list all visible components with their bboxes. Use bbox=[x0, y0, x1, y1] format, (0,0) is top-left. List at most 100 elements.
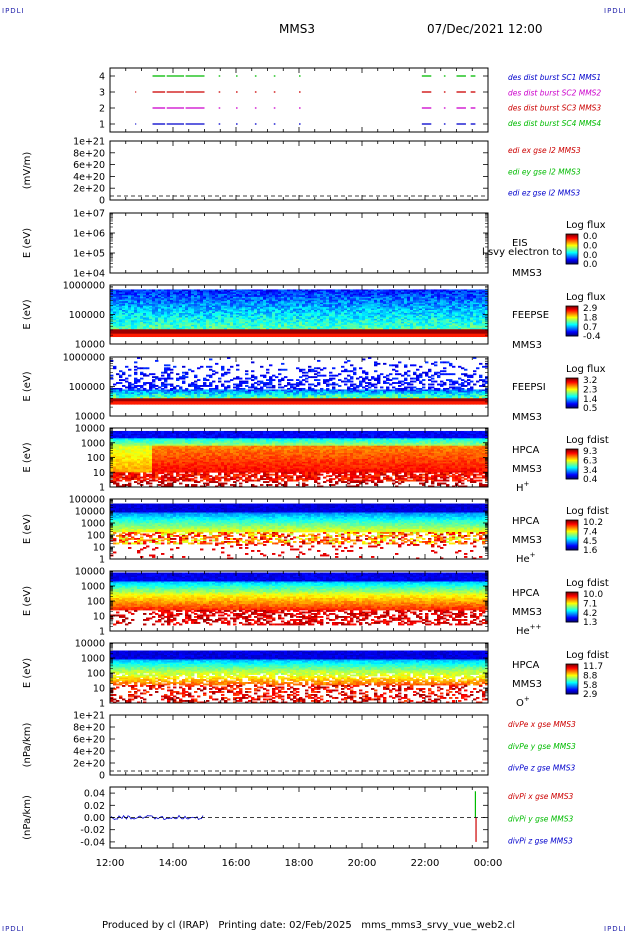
spectrogram-cell bbox=[110, 375, 113, 377]
spectrogram-cell bbox=[110, 403, 113, 405]
spectrogram-cell bbox=[254, 335, 257, 337]
spectrogram-cell bbox=[113, 403, 116, 405]
legend-entry: des dist burst SC4 MMS4 bbox=[508, 119, 601, 128]
spectrogram-cell bbox=[344, 335, 347, 337]
spectrogram-cell bbox=[425, 335, 428, 337]
spectrogram-cell bbox=[437, 335, 440, 337]
spectrogram-cell bbox=[452, 335, 455, 337]
spectrogram-cell bbox=[143, 384, 146, 386]
spectrogram-cell bbox=[197, 379, 200, 381]
spectrogram-cell bbox=[338, 335, 341, 337]
spectrogram-cell bbox=[458, 335, 461, 337]
spectrogram-cell bbox=[134, 387, 137, 389]
spectrogram-cell bbox=[374, 335, 377, 337]
spectrogram-cell bbox=[170, 369, 173, 371]
y-tick-label: 6e+20 bbox=[73, 160, 105, 171]
y-tick-label: 4e+20 bbox=[73, 172, 105, 183]
spectrogram-cell bbox=[161, 335, 164, 337]
spectrogram-cell bbox=[182, 378, 185, 380]
spectrogram-cell bbox=[149, 403, 152, 405]
spectrogram-cell bbox=[284, 335, 287, 337]
spectrogram-cell bbox=[182, 366, 185, 368]
spectrogram-cell bbox=[197, 403, 200, 405]
spectrogram-cell bbox=[296, 335, 299, 337]
spectrogram-cell bbox=[167, 403, 170, 405]
spectrogram-cell bbox=[236, 335, 239, 337]
spectrogram-cell bbox=[170, 372, 173, 374]
spectrogram-cell bbox=[179, 403, 182, 405]
spectrogram-cell bbox=[125, 387, 128, 389]
colorbar-tick-label: -0.4 bbox=[583, 332, 601, 342]
spectrogram-cell bbox=[248, 335, 251, 337]
y-tick-label: 3 bbox=[99, 88, 105, 99]
spectrogram-cell bbox=[164, 403, 167, 405]
spectrogram-cell bbox=[158, 335, 161, 337]
spectrogram-cell bbox=[161, 372, 164, 374]
spectrogram-cell bbox=[176, 335, 179, 337]
spectrogram-cell bbox=[266, 335, 269, 337]
spectrogram-cell bbox=[110, 378, 113, 380]
spectrogram-cell bbox=[356, 335, 359, 337]
spectrogram-cell bbox=[125, 378, 128, 380]
spectrogram-cell bbox=[134, 335, 137, 337]
spectrogram-cell bbox=[182, 335, 185, 337]
colorbar bbox=[566, 234, 578, 264]
spectrogram-cell bbox=[125, 403, 128, 405]
spectrogram-cell bbox=[431, 335, 434, 337]
spectrogram-feepse bbox=[110, 289, 488, 337]
spectrogram-cell bbox=[224, 335, 227, 337]
spectrogram-cell bbox=[200, 385, 203, 387]
spectrogram-cell bbox=[443, 335, 446, 337]
spectrogram-cell bbox=[188, 335, 191, 337]
spectrogram-cell bbox=[164, 364, 167, 366]
spectrogram-cell bbox=[326, 335, 329, 337]
spectrogram-cell bbox=[320, 335, 323, 337]
spectrogram-cell bbox=[128, 335, 131, 337]
spectrogram-cell bbox=[176, 373, 179, 375]
colorbar bbox=[566, 306, 578, 336]
spectrogram-cell bbox=[359, 335, 362, 337]
spectrogram-cell bbox=[170, 378, 173, 380]
spectrogram-cell bbox=[362, 335, 365, 337]
spectrogram-cell bbox=[149, 373, 152, 375]
spectrogram-cell bbox=[146, 403, 149, 405]
y-tick-label: 0 bbox=[99, 196, 105, 207]
spectrogram-cell bbox=[347, 335, 350, 337]
y-tick-label: 1e+05 bbox=[73, 249, 105, 260]
spectrogram-cell bbox=[371, 335, 374, 337]
spectrogram-cell bbox=[161, 385, 164, 387]
legend-entry: edi ez gse l2 MMS3 bbox=[508, 189, 580, 198]
spectrogram-cell bbox=[194, 381, 197, 383]
spectrogram-cell bbox=[305, 335, 308, 337]
spectrogram-cell bbox=[446, 335, 449, 337]
spectrogram-cell bbox=[134, 382, 137, 384]
spectrogram-cell bbox=[137, 335, 140, 337]
spectrogram-cell bbox=[161, 378, 164, 380]
spectrogram-cell bbox=[131, 384, 134, 386]
spectrogram-cell bbox=[122, 379, 125, 381]
colorbar-tick-label: 0.0 bbox=[583, 260, 598, 270]
spectrogram-cell bbox=[179, 378, 182, 380]
spectrogram-cell bbox=[161, 375, 164, 377]
spectrogram-cell bbox=[299, 335, 302, 337]
spectrogram-cell bbox=[272, 335, 275, 337]
legend-entry: edi ex gse l2 MMS3 bbox=[508, 146, 581, 155]
spectrogram-cell bbox=[251, 335, 254, 337]
spectrogram-cell bbox=[137, 385, 140, 387]
spectrogram-cell bbox=[125, 366, 128, 368]
spectrogram-cell bbox=[377, 335, 380, 337]
spectrogram-cell bbox=[170, 403, 173, 405]
y-tick-label: 1e+06 bbox=[73, 229, 105, 240]
spectrogram-cell bbox=[386, 335, 389, 337]
spectrogram-cell bbox=[158, 403, 161, 405]
spectrogram-cell bbox=[122, 385, 125, 387]
spectrogram-cell bbox=[158, 387, 161, 389]
spectrogram-cell bbox=[173, 366, 176, 368]
spectrogram-cell bbox=[119, 335, 122, 337]
spectrogram-cell bbox=[152, 403, 155, 405]
spectrogram-cell bbox=[329, 335, 332, 337]
spectrogram-cell bbox=[119, 376, 122, 378]
spectrogram-cell bbox=[461, 335, 464, 337]
